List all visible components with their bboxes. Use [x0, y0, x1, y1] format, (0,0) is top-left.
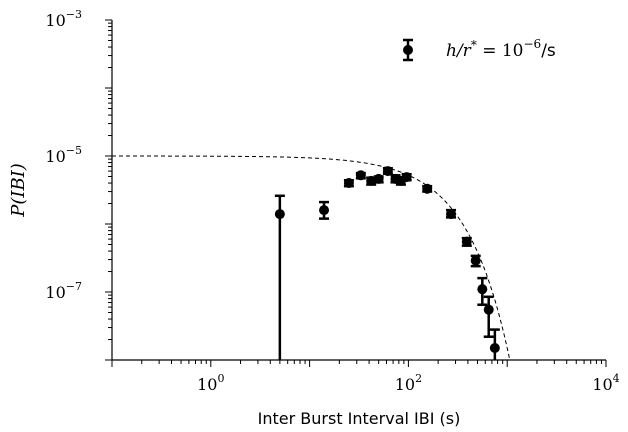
x-tick-exponent: 4 [613, 372, 620, 385]
data-point [343, 178, 354, 189]
data-point-marker [489, 343, 500, 354]
data-point [355, 170, 366, 181]
data-point [461, 236, 472, 247]
data-point-marker [319, 205, 330, 216]
data-point [382, 166, 393, 177]
y-tick-label: 10−5 [45, 144, 82, 166]
data-point [373, 173, 384, 184]
x-tick-base: 10 [197, 375, 217, 394]
x-axis: 100 102 104 [111, 359, 620, 394]
y-axis-title: P(IBI) [8, 163, 29, 218]
data-point [319, 200, 330, 220]
data-point-marker [382, 166, 393, 177]
y-tick-exponent: −5 [66, 144, 82, 157]
data-point-marker [373, 173, 384, 184]
data-point [422, 183, 433, 194]
y-tick-base: 10 [45, 11, 65, 30]
data-point [483, 295, 494, 338]
x-axis-title: Inter Burst Interval IBI (s) [258, 409, 461, 428]
y-tick-label: 10−7 [45, 280, 82, 302]
y-axis: 10−310−510−7 [45, 8, 113, 361]
legend-label-prefix: h/r [446, 41, 472, 61]
data-point [477, 276, 488, 306]
legend-label-sup: * [471, 38, 477, 52]
y-tick-exponent: −7 [66, 280, 82, 293]
y-tick-exponent: −3 [66, 8, 82, 21]
data-point-marker [483, 304, 494, 315]
data-point-marker [470, 255, 481, 266]
data-point-marker [477, 284, 488, 295]
data-point [274, 194, 285, 360]
legend-marker [403, 45, 413, 55]
data-points [274, 166, 500, 360]
x-tick-base: 10 [395, 375, 415, 394]
data-point [470, 254, 481, 268]
y-tick-base: 10 [45, 147, 65, 166]
legend-label-eq: = 10 [477, 41, 524, 61]
x-ticks: 100 102 104 [111, 360, 620, 394]
data-point-marker [446, 209, 457, 220]
x-tick-exponent: 0 [217, 372, 224, 385]
data-point-marker [461, 236, 472, 247]
legend-label: h/r* = 10−6/s [446, 37, 556, 61]
data-point-marker [355, 170, 366, 181]
x-tick-label: 104 [592, 372, 619, 394]
y-tick-base: 10 [45, 283, 65, 302]
legend-label-exp: −6 [524, 37, 542, 51]
x-tick-base: 10 [592, 375, 612, 394]
x-tick-label: 100 [197, 372, 224, 394]
data-point [401, 172, 412, 183]
legend: h/r* = 10−6/s [403, 37, 556, 62]
data-point [489, 328, 500, 360]
data-point-marker [422, 183, 433, 194]
data-point-marker [401, 172, 412, 183]
fit-curve [112, 155, 511, 360]
y-tick-label: 10−3 [45, 8, 82, 30]
data-point-marker [343, 178, 354, 189]
data-point [446, 208, 457, 220]
data-point-marker [274, 209, 285, 220]
legend-label-unit: /s [541, 41, 556, 61]
y-ticks: 10−310−510−7 [45, 8, 112, 361]
x-tick-exponent: 2 [415, 372, 422, 385]
x-tick-label: 102 [395, 372, 422, 394]
